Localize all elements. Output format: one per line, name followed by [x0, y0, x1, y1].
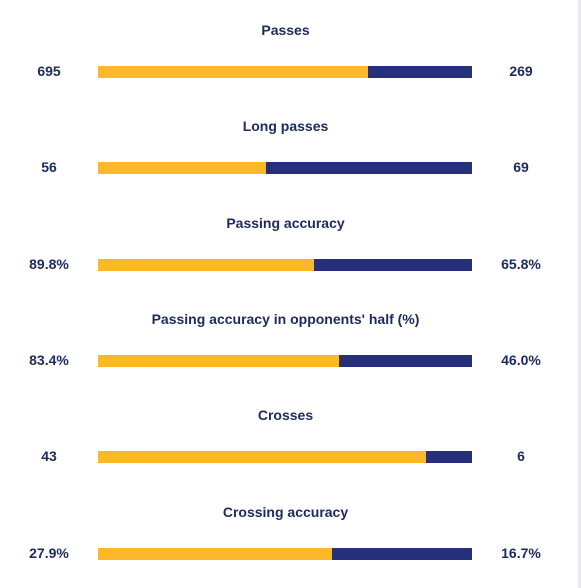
- home-bar-segment: [98, 451, 427, 464]
- comparison-bar: [98, 258, 472, 271]
- away-value-label: 269: [509, 63, 533, 79]
- comparison-bar: [98, 354, 472, 367]
- stat-title: Long passes: [242, 118, 329, 135]
- comparison-bar: [98, 547, 472, 560]
- stat-title: Passing accuracy in opponents' half (%): [151, 310, 420, 327]
- home-value-label: 89.8%: [29, 255, 69, 272]
- stat-row: Long passes 56 69: [0, 96, 581, 192]
- stat-row: Passing accuracy in opponents' half (%) 8…: [0, 289, 581, 385]
- away-value-label: 16.7%: [501, 544, 541, 561]
- comparison-bar: [98, 66, 472, 78]
- away-value-label: 46.0%: [501, 351, 541, 368]
- comparison-bar: [98, 162, 472, 175]
- away-bar-segment: [331, 547, 472, 560]
- away-bar-segment: [313, 258, 472, 271]
- away-bar-segment: [367, 66, 472, 78]
- home-value-label: 56: [41, 159, 57, 176]
- stat-row: Crosses 43 6: [0, 385, 581, 481]
- home-bar-segment: [98, 162, 266, 175]
- stat-row: Passes 695 269: [0, 0, 581, 96]
- away-bar-segment: [426, 451, 472, 464]
- stat-title: Crossing accuracy: [222, 503, 349, 520]
- away-value-label: 65.8%: [501, 255, 541, 272]
- home-value-label: 27.9%: [29, 544, 69, 561]
- stat-title: Passing accuracy: [226, 214, 345, 231]
- home-bar-segment: [98, 547, 332, 560]
- stat-row: Passing accuracy 89.8% 65.8%: [0, 193, 581, 289]
- home-bar-segment: [98, 354, 340, 367]
- away-value-label: 6: [517, 448, 525, 465]
- home-bar-segment: [98, 66, 368, 78]
- home-value-label: 43: [41, 448, 57, 465]
- away-bar-segment: [339, 354, 472, 367]
- stat-title: Crosses: [257, 407, 314, 424]
- scrollbar-edge: [578, 0, 581, 588]
- away-bar-segment: [265, 162, 472, 175]
- stat-title: Passes: [261, 22, 310, 38]
- stat-row: Crossing accuracy 27.9% 16.7%: [0, 482, 581, 578]
- home-bar-segment: [98, 258, 314, 271]
- away-value-label: 69: [513, 159, 529, 176]
- home-value-label: 83.4%: [29, 351, 69, 368]
- home-value-label: 695: [37, 63, 61, 79]
- comparison-bar: [98, 451, 472, 464]
